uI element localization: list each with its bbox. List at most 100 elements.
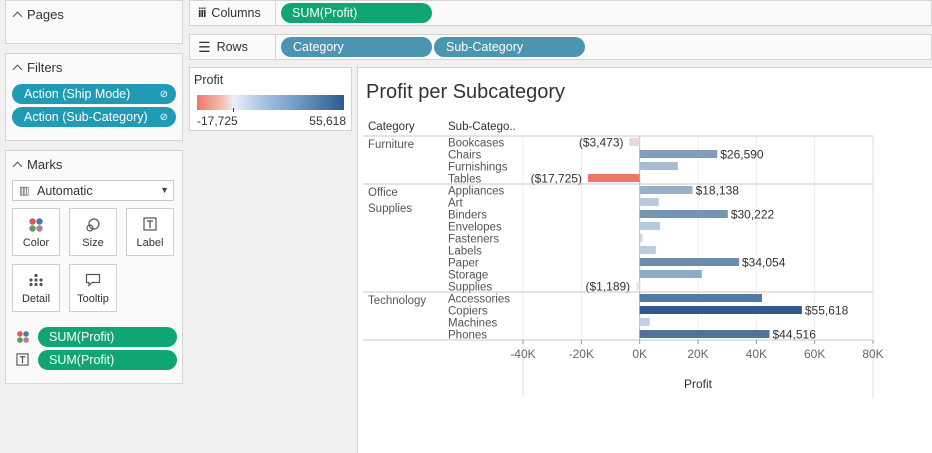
- filters-title: Filters: [27, 60, 63, 75]
- color-button-label: Color: [22, 237, 50, 249]
- data-label: $30,222: [731, 208, 775, 222]
- sub-category-label: Copiers: [448, 306, 488, 318]
- marks-title: Marks: [27, 157, 63, 172]
- filters-card: Filters Action (Ship Mode) ⊘ Action (Sub…: [5, 53, 183, 141]
- legend-zero-marker: [233, 108, 234, 112]
- bar: [636, 282, 640, 290]
- detail-button[interactable]: Detail: [12, 264, 60, 312]
- shelf-divider: [275, 1, 276, 25]
- label-button[interactable]: Label: [126, 208, 174, 256]
- rows-shelf-title: Rows: [216, 40, 248, 54]
- collapse-chevron-icon[interactable]: [12, 64, 23, 74]
- data-label: $18,138: [696, 184, 740, 198]
- label-encoding-icon: [16, 353, 29, 366]
- columns-pill-sum-profit[interactable]: SUM(Profit): [281, 3, 432, 23]
- tooltip-button[interactable]: Tooltip: [69, 264, 117, 312]
- columns-pill-label: SUM(Profit): [292, 6, 358, 20]
- rows-pill-label: Category: [293, 40, 344, 54]
- pages-header[interactable]: Pages: [12, 7, 64, 22]
- bar: [639, 258, 739, 266]
- encoding-pill-label: SUM(Profit): [49, 353, 115, 367]
- collapse-chevron-icon[interactable]: [12, 161, 23, 171]
- rows-pill-sub-category[interactable]: Sub-Category: [434, 37, 585, 57]
- label-button-label: Label: [136, 237, 164, 249]
- sub-category-label: Supplies: [448, 282, 492, 294]
- column-header-category: Category: [368, 121, 415, 133]
- data-label: $26,590: [720, 148, 764, 162]
- bar: [629, 138, 640, 146]
- bar: [587, 174, 640, 182]
- bar: [639, 222, 660, 230]
- sub-category-label: Phones: [448, 330, 487, 342]
- sub-category-label: Tables: [448, 174, 481, 186]
- color-icon: [29, 218, 43, 232]
- legend-title: Profit: [194, 73, 224, 87]
- encoding-pill-label: SUM(Profit): [49, 330, 115, 344]
- filter-pill-label: Action (Sub-Category): [24, 110, 148, 124]
- profit-bar-chart: Category Sub-Catego.. Furniture Bookcases ($…: [363, 121, 884, 398]
- x-tick-label: -40K: [510, 347, 535, 361]
- label-encoding-pill[interactable]: SUM(Profit): [38, 350, 177, 370]
- bar: [639, 270, 702, 278]
- sub-category-label: Paper: [448, 258, 479, 270]
- bar: [639, 150, 718, 158]
- sub-category-label: Labels: [448, 246, 482, 258]
- columns-shelf[interactable]: iii Columns SUM(Profit): [189, 0, 932, 26]
- tooltip-button-label: Tooltip: [77, 293, 109, 305]
- worksheet-title: Profit per Subcategory: [366, 81, 565, 103]
- x-tick-label: 80K: [862, 347, 883, 361]
- link-icon: ⊘: [159, 112, 168, 123]
- bar: [639, 318, 650, 326]
- size-button-label: Size: [82, 237, 104, 249]
- bar: [639, 234, 643, 242]
- shelf-divider: [275, 35, 276, 59]
- sub-category-label: Art: [448, 198, 464, 210]
- x-tick-label: 0K: [632, 347, 647, 361]
- color-legend-card: Profit -17,725 55,618: [189, 67, 352, 131]
- bar: [639, 246, 656, 254]
- bar: [639, 330, 770, 338]
- data-label: $34,054: [742, 256, 786, 270]
- category-label: Furniture: [368, 139, 414, 151]
- x-axis-title: Profit: [684, 377, 713, 391]
- filters-header[interactable]: Filters: [12, 60, 63, 75]
- dropdown-arrow-icon[interactable]: ▼: [160, 185, 169, 195]
- data-label: $44,516: [773, 328, 817, 342]
- category-label: Supplies: [368, 203, 412, 215]
- sub-category-label: Fasteners: [448, 234, 499, 246]
- columns-shelf-title: Columns: [211, 6, 261, 20]
- color-button[interactable]: Color: [12, 208, 60, 256]
- sub-category-label: Appliances: [448, 186, 505, 198]
- pages-card: Pages: [5, 0, 183, 44]
- color-encoding-pill[interactable]: SUM(Profit): [38, 327, 177, 347]
- marks-header[interactable]: Marks: [12, 157, 63, 172]
- legend-gradient: [197, 95, 344, 110]
- columns-shelf-label: iii Columns: [198, 6, 261, 20]
- legend-max-label: 55,618: [309, 114, 346, 128]
- bars-icon: ▥: [19, 185, 30, 197]
- rows-shelf-label: ☰ Rows: [198, 40, 248, 54]
- rows-pill-category[interactable]: Category: [281, 37, 432, 57]
- tooltip-icon: [85, 273, 101, 287]
- collapse-chevron-icon[interactable]: [12, 11, 23, 21]
- columns-icon: iii: [198, 6, 206, 20]
- filter-pill-ship-mode[interactable]: Action (Ship Mode) ⊘: [12, 84, 176, 104]
- mark-type-value: Automatic: [37, 184, 93, 198]
- mark-type-dropdown[interactable]: ▥ Automatic ▼: [12, 180, 174, 201]
- sub-category-label: Machines: [448, 318, 497, 330]
- link-icon: ⊘: [159, 89, 168, 100]
- pages-title: Pages: [27, 7, 64, 22]
- color-encoding-icon: [17, 331, 29, 343]
- x-tick-label: -20K: [569, 347, 594, 361]
- rows-shelf[interactable]: ☰ Rows Category Sub-Category: [189, 34, 932, 60]
- size-button[interactable]: Size: [69, 208, 117, 256]
- filter-pill-label: Action (Ship Mode): [24, 87, 131, 101]
- data-label: ($17,725): [531, 172, 582, 186]
- x-tick-label: 40K: [746, 347, 767, 361]
- detail-icon: [29, 273, 43, 287]
- legend-min-label: -17,725: [197, 114, 238, 128]
- size-icon: [86, 218, 100, 232]
- sub-category-label: Accessories: [448, 294, 510, 306]
- filter-pill-sub-category[interactable]: Action (Sub-Category) ⊘: [12, 107, 176, 127]
- data-label: ($1,189): [585, 280, 630, 294]
